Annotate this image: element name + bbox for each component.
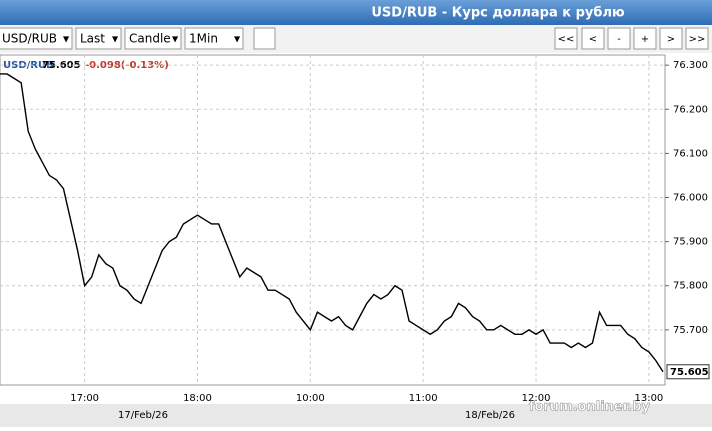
header-title: USD/RUB - Курс доллара к рублю — [371, 6, 625, 21]
plot-area — [0, 54, 666, 386]
nav-button-label: < — [589, 34, 597, 45]
x-tick-label: 11:00 — [409, 393, 438, 404]
y-tick-label: 76.200 — [673, 104, 708, 115]
nav-button-label: >> — [689, 34, 706, 45]
y-tick-label: 76.000 — [673, 193, 708, 204]
nav-button-label: - — [617, 34, 621, 45]
select[interactable] — [0, 27, 73, 50]
y-tick-label: 75.700 — [673, 325, 708, 336]
y-tick-label: 76.100 — [673, 148, 708, 159]
select[interactable] — [75, 27, 122, 50]
select-label: 1Min — [189, 32, 218, 46]
x-tick-label: 10:00 — [296, 393, 325, 404]
price-line — [0, 73, 664, 373]
select-label: USD/RUB — [2, 32, 57, 46]
x-tick-label: 12:00 — [522, 393, 551, 404]
date-row — [0, 404, 712, 427]
nav-button[interactable] — [659, 27, 683, 50]
select-arrow: ▼ — [112, 35, 119, 44]
date-label: 17/Feb/26 — [118, 410, 168, 421]
select-label: Candle — [129, 32, 171, 46]
watermark: forum.onliner.by — [529, 400, 651, 415]
select-arrow: ▼ — [172, 35, 179, 44]
nav-button[interactable] — [607, 27, 631, 50]
nav-button[interactable] — [685, 27, 709, 50]
x-tick-label: 18:00 — [183, 393, 212, 404]
select[interactable] — [124, 27, 182, 50]
nav-button[interactable] — [554, 27, 578, 50]
y-tick-label: 75.800 — [673, 281, 708, 292]
legend-symbol: USD/RUB — [3, 60, 54, 71]
nav-button[interactable] — [633, 27, 657, 50]
nav-button[interactable] — [581, 27, 605, 50]
nav-button-label: << — [558, 34, 575, 45]
list-button[interactable] — [253, 27, 276, 50]
select-arrow: ▼ — [63, 35, 70, 44]
y-tick-label: 75.900 — [673, 237, 708, 248]
select-label: Last — [80, 32, 105, 46]
select-arrow: ▼ — [234, 35, 241, 44]
date-label: 18/Feb/26 — [465, 410, 515, 421]
x-tick-label: 17:00 — [70, 393, 99, 404]
nav-button-label: > — [667, 34, 675, 45]
x-tick-label: 13:00 — [634, 393, 663, 404]
select[interactable] — [184, 27, 244, 50]
header-bar — [0, 0, 712, 25]
nav-button-label: + — [641, 34, 649, 45]
last-price-label: 75.605 — [670, 367, 709, 378]
last-price-box — [666, 364, 710, 380]
y-tick-label: 76.300 — [673, 60, 708, 71]
